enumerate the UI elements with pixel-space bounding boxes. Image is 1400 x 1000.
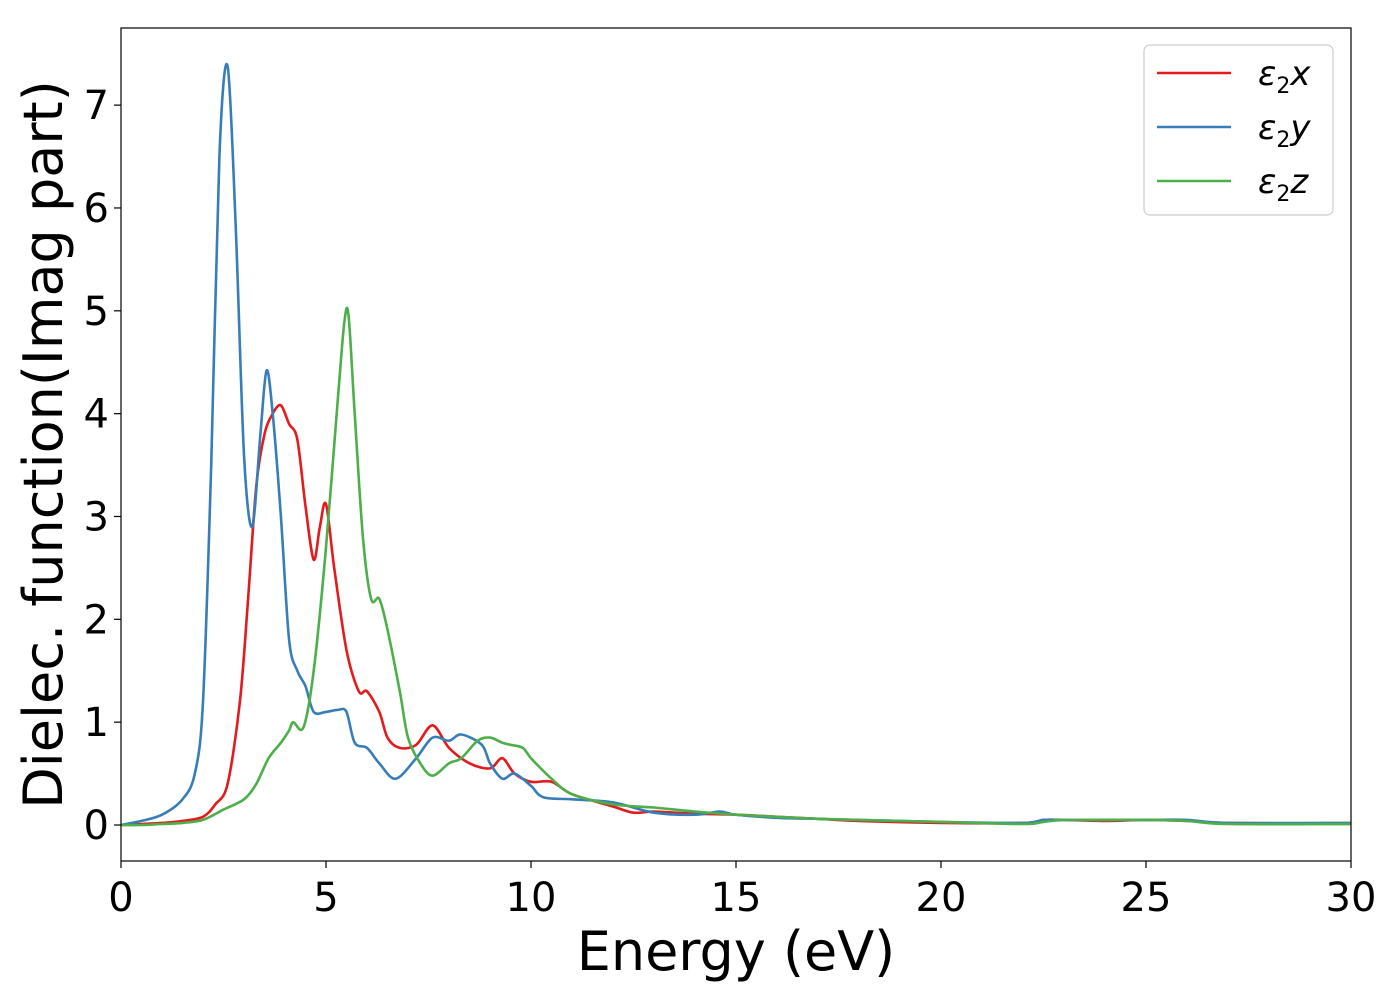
x-tick-label: 25 xyxy=(1121,875,1172,921)
y-tick-label: 0 xyxy=(84,803,109,849)
y-tick-label: 6 xyxy=(84,186,109,232)
series-line-x xyxy=(121,403,1351,827)
x-axis-title: Energy (eV) xyxy=(577,920,896,983)
y-tick-label: 1 xyxy=(84,700,109,746)
legend-label-z: ε2z xyxy=(1258,162,1309,207)
x-tick-label: 5 xyxy=(313,875,338,921)
plot-series-group xyxy=(121,62,1351,827)
x-axis-ticks: 0 5 10 15 20 25 30 xyxy=(108,861,1376,921)
legend: ε2x ε2y ε2z xyxy=(1143,44,1334,216)
legend-box xyxy=(1143,44,1334,216)
x-tick-label: 20 xyxy=(916,875,967,921)
y-axis-ticks: 0 1 2 3 4 5 6 7 xyxy=(84,83,121,849)
legend-label-y: ε2y xyxy=(1258,108,1311,153)
y-tick-label: 4 xyxy=(84,392,109,438)
series-line-z xyxy=(121,306,1351,827)
x-tick-label: 10 xyxy=(506,875,557,921)
y-tick-label: 3 xyxy=(84,494,109,540)
y-tick-label: 5 xyxy=(84,289,109,335)
x-tick-label: 30 xyxy=(1326,875,1377,921)
x-tick-label: 0 xyxy=(108,875,133,921)
y-tick-label: 7 xyxy=(84,83,109,129)
x-tick-label: 15 xyxy=(711,875,762,921)
legend-label-x: ε2x xyxy=(1258,54,1311,99)
y-axis-title: Dielec. function(Imag part) xyxy=(12,80,75,809)
y-tick-label: 2 xyxy=(84,597,109,643)
